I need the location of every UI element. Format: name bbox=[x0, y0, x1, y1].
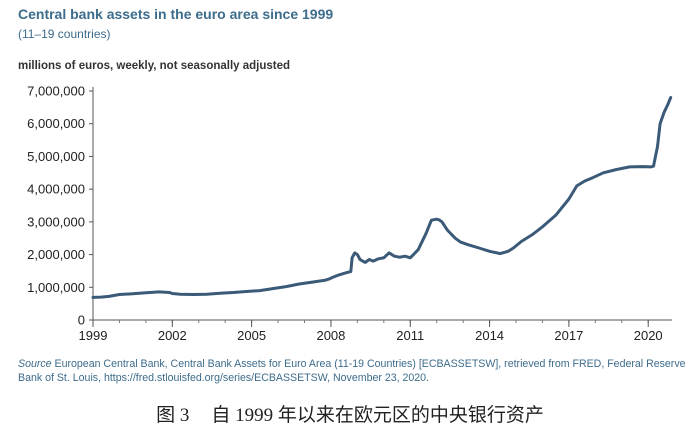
x-tick-label: 1999 bbox=[79, 328, 108, 343]
figure-caption: 图 3 自 1999 年以来在欧元区的中央银行资产 bbox=[0, 400, 700, 427]
y-tick-label: 0 bbox=[78, 313, 85, 328]
y-tick-label: 7,000,000 bbox=[27, 84, 85, 99]
x-tick-label: 2005 bbox=[237, 328, 266, 343]
chart-title: Central bank assets in the euro area sin… bbox=[18, 6, 334, 22]
chart-subtitle: (11–19 countries) bbox=[18, 27, 111, 41]
chart-plot: 0 1,000,000 2,000,000 3,000,000 4,000,000 5,0… bbox=[27, 84, 673, 343]
x-tick-label: 2014 bbox=[475, 328, 504, 343]
y-tick-label: 4,000,000 bbox=[27, 182, 85, 197]
y-tick-label: 3,000,000 bbox=[27, 214, 85, 229]
figure-caption-text: 自 1999 年以来在欧元区的中央银行资产 bbox=[211, 405, 544, 426]
series-line bbox=[91, 96, 673, 299]
x-tick-label: 2020 bbox=[634, 328, 663, 343]
x-tick-label: 2017 bbox=[554, 328, 583, 343]
figure-number: 图 3 bbox=[156, 405, 190, 426]
x-tick-label: 2008 bbox=[316, 328, 345, 343]
source-label: Source bbox=[18, 358, 52, 370]
x-tick-label: 2011 bbox=[396, 328, 424, 343]
y-tick-label: 6,000,000 bbox=[27, 116, 85, 131]
x-tick-label: 2002 bbox=[158, 328, 187, 343]
y-axis-label: millions of euros, weekly, not seasonall… bbox=[18, 60, 291, 72]
y-tick-label: 2,000,000 bbox=[27, 247, 85, 262]
source-note: Source European Central Bank, Central Ba… bbox=[18, 358, 686, 385]
y-tick-label: 5,000,000 bbox=[27, 149, 85, 164]
source-text: European Central Bank, Central Bank Asse… bbox=[18, 358, 686, 384]
y-tick-label: 1,000,000 bbox=[27, 280, 85, 295]
